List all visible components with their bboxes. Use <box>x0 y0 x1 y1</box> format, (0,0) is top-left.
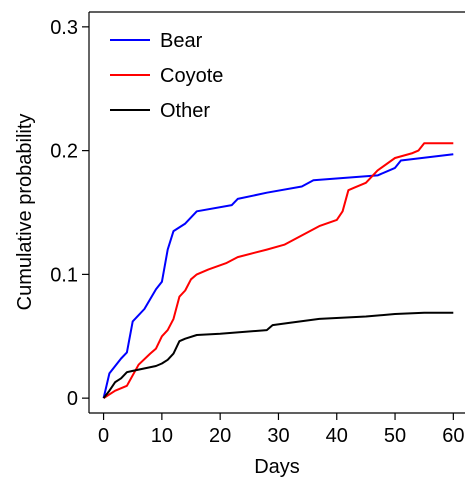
y-tick-label: 0.3 <box>50 17 78 39</box>
y-tick-label: 0.1 <box>50 264 78 286</box>
legend: Bear Coyote Other <box>110 30 223 122</box>
y-tick-label: 0.2 <box>50 141 78 163</box>
legend-label-coyote: Coyote <box>160 65 223 87</box>
y-ticks: 0 0.1 0.2 0.3 <box>50 17 89 410</box>
legend-label-bear: Bear <box>160 30 203 52</box>
x-tick-label: 60 <box>442 425 464 447</box>
x-tick-label: 10 <box>151 425 173 447</box>
series-layer <box>102 142 454 399</box>
x-ticks: 0 10 20 30 40 50 60 <box>98 413 464 447</box>
x-tick-label: 20 <box>209 425 231 447</box>
plot-area-group <box>88 11 465 414</box>
series-line-other <box>102 311 454 399</box>
y-axis-label: Cumulative probability <box>14 114 36 311</box>
x-tick-label: 40 <box>326 425 348 447</box>
x-tick-label: 30 <box>267 425 289 447</box>
series-line-bear <box>102 153 454 399</box>
x-tick-label: 0 <box>98 425 109 447</box>
x-axis-label: Days <box>254 456 300 477</box>
legend-label-other: Other <box>160 100 210 122</box>
y-tick-label: 0 <box>67 388 78 410</box>
x-tick-label: 50 <box>384 425 406 447</box>
series-line-coyote <box>103 142 454 399</box>
